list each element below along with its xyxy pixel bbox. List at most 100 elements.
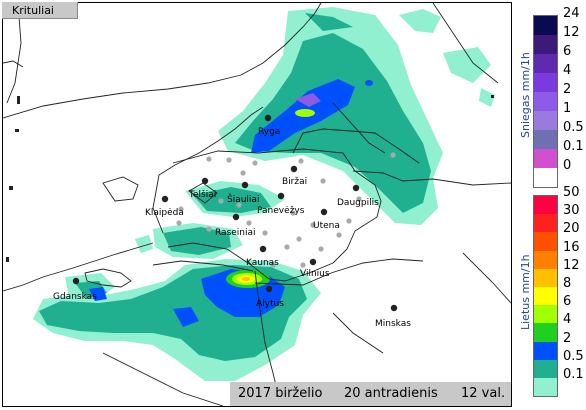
city-marker[interactable]: Šiauliai <box>227 181 259 205</box>
station-dot <box>206 226 212 232</box>
legend-swatch <box>534 377 557 397</box>
rain-legend-title: Lietus mm/1h <box>519 254 532 330</box>
map-frame: Ryga Telšiai Šiauliai Biržai Klaipėda Panevėž… <box>2 2 512 407</box>
city-marker[interactable]: Utena <box>313 208 340 231</box>
city-label: Gdanskas <box>53 292 97 302</box>
city-dot <box>264 114 272 122</box>
timestamp-bar: 2017 birželio 20 antradienis 12 val. <box>230 382 511 406</box>
city-marker[interactable]: Panevėžys <box>257 192 305 216</box>
city-marker[interactable]: Gdanskas <box>53 277 97 302</box>
city-dot <box>352 184 360 192</box>
legend-swatch <box>534 168 557 187</box>
small-islands-layer <box>6 95 494 262</box>
city-dot <box>390 304 398 312</box>
station-dot <box>296 236 302 242</box>
station-dot <box>346 218 352 224</box>
legend-label: 8 <box>563 276 572 291</box>
precipitation-map[interactable]: Ryga Telšiai Šiauliai Biržai Klaipėda Panevėž… <box>3 3 511 406</box>
city-label: Biržai <box>282 177 307 187</box>
city-label: Kaunas <box>246 258 279 268</box>
legend-swatch <box>534 232 557 251</box>
station-dot <box>226 157 232 163</box>
legend-label: 16 <box>563 239 580 255</box>
station-dot <box>262 230 268 236</box>
station-dot <box>390 152 396 158</box>
city-dot <box>72 277 80 285</box>
legend-swatch <box>534 130 557 149</box>
legend-label: 6 <box>563 44 572 59</box>
legend-swatch <box>534 268 557 287</box>
city-marker[interactable]: Minskas <box>375 304 411 329</box>
legend-label: 1 <box>563 101 572 116</box>
station-dot <box>336 232 342 238</box>
legend-swatch <box>534 341 557 360</box>
station-dot <box>284 244 290 250</box>
legend-label: 0.1 <box>563 139 584 154</box>
station-dot <box>298 158 304 164</box>
legend-label: 2 <box>563 330 572 346</box>
legend-label: 50 <box>563 185 580 200</box>
legend-swatch <box>534 92 557 111</box>
legend-label: 12 <box>563 257 580 273</box>
station-dot <box>206 156 212 162</box>
city-dot <box>277 192 285 200</box>
city-marker[interactable]: Klaipėda <box>145 195 184 218</box>
city-dot <box>232 213 240 221</box>
city-label: Panevėžys <box>257 206 305 216</box>
snow-legend-title: Sniegas mm/1h <box>519 52 532 138</box>
city-marker[interactable]: Raseiniai <box>215 213 256 238</box>
city-marker[interactable]: Telšiai <box>188 177 216 200</box>
legend-swatch <box>534 54 557 73</box>
station-dot <box>236 202 242 208</box>
city-label: Telšiai <box>188 189 216 200</box>
city-marker[interactable]: Biržai <box>282 165 307 187</box>
legend-label: 0.5 <box>563 120 584 135</box>
city-label: Utena <box>313 221 340 231</box>
station-dot <box>310 222 316 228</box>
station-dot <box>270 262 276 268</box>
city-dot <box>259 245 267 253</box>
rain-legend <box>533 195 558 398</box>
legend-label: 0.1 <box>563 367 584 382</box>
city-label: Alytus <box>256 299 284 309</box>
legend-swatch <box>534 196 557 215</box>
station-dot <box>176 220 182 226</box>
city-dot <box>161 195 169 203</box>
legend-label: 0.5 <box>563 348 584 364</box>
borders-layer <box>3 3 511 406</box>
legend-label: 4 <box>563 63 572 78</box>
city-marker[interactable]: Daugpilis <box>337 184 379 208</box>
cities-layer: Ryga Telšiai Šiauliai Biržai Klaipėda Panevėž… <box>53 114 411 329</box>
station-dot <box>300 262 306 268</box>
city-marker[interactable]: Vilnius <box>300 258 330 279</box>
legend-swatch <box>534 149 557 168</box>
legend-label: 20 <box>563 221 580 237</box>
legend-swatch <box>534 35 557 54</box>
station-dot <box>290 210 296 216</box>
legend-label: 30 <box>563 203 580 219</box>
station-dot <box>246 220 252 226</box>
legend-swatch <box>534 111 557 130</box>
legend-swatch <box>534 323 557 342</box>
city-marker[interactable]: Alytus <box>256 285 284 309</box>
city-marker[interactable]: Kaunas <box>246 245 279 268</box>
station-dot <box>218 198 224 204</box>
legend-label: 2 <box>563 82 572 97</box>
city-label: Daugpilis <box>337 198 379 208</box>
city-label: Raseiniai <box>215 228 256 238</box>
city-dot <box>290 165 298 173</box>
legend-label: 24 <box>563 6 580 21</box>
city-dot <box>265 285 273 293</box>
legend-swatch <box>534 73 557 92</box>
city-dot <box>241 181 249 189</box>
city-label: Klaipėda <box>145 208 184 218</box>
panel-title: Krituliai <box>2 2 78 19</box>
city-marker[interactable]: Ryga <box>258 114 280 137</box>
legend-label: 4 <box>563 312 572 328</box>
station-dot <box>320 178 326 184</box>
legend-swatch <box>534 359 557 378</box>
station-dot <box>252 160 258 166</box>
city-label: Minskas <box>375 319 411 329</box>
footer-time: 12 val. <box>461 386 506 401</box>
snow-legend <box>533 15 558 188</box>
